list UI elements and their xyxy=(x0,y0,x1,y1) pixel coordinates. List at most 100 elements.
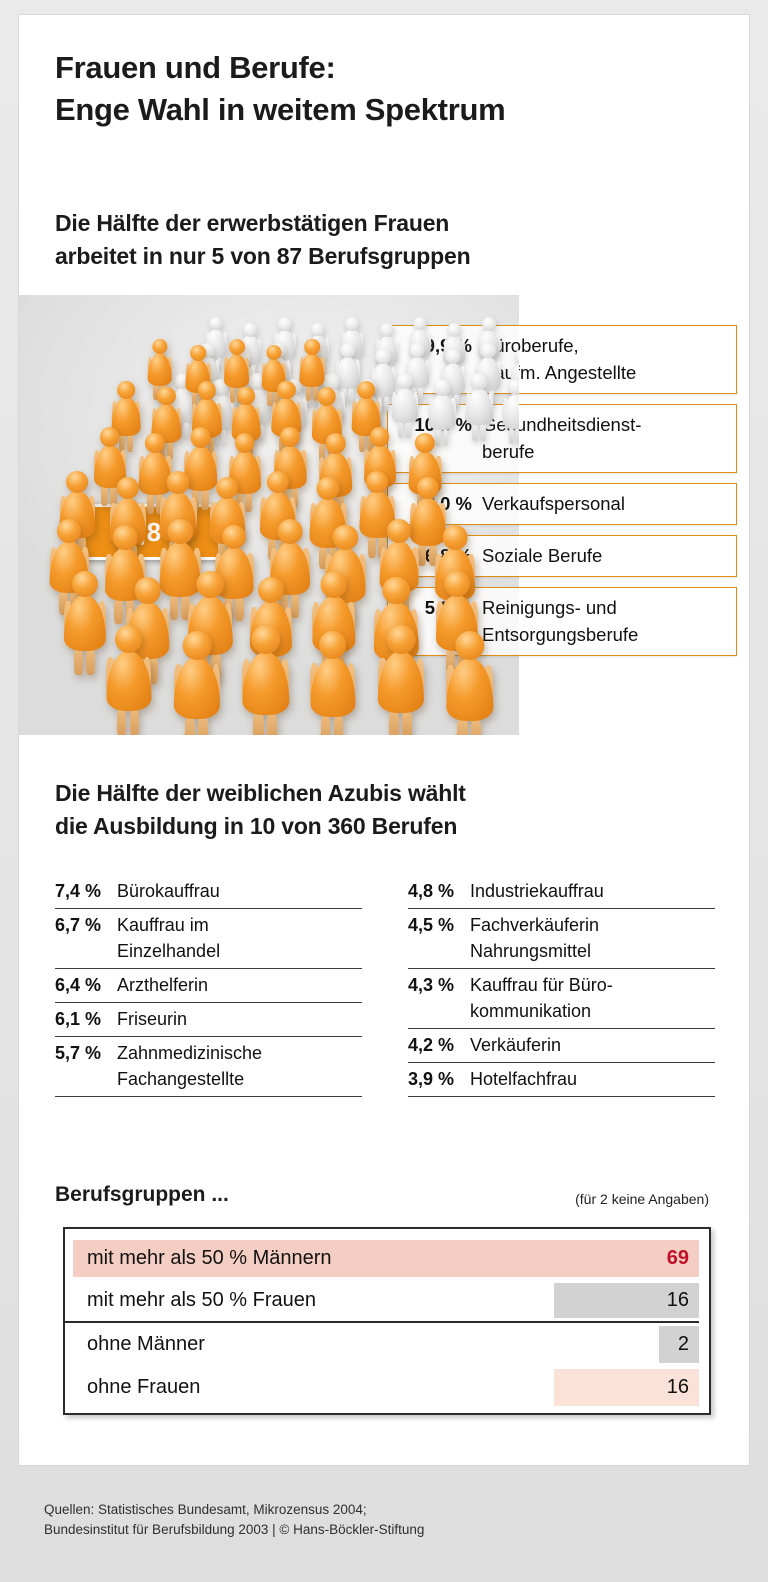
figure-leg xyxy=(207,436,214,456)
people-illustration xyxy=(19,295,519,735)
figure-head xyxy=(386,625,416,654)
figure-head xyxy=(117,381,135,399)
figure-leg xyxy=(213,428,219,446)
apprenticeship-row: 4,8 % Industriekauffrau xyxy=(408,875,715,909)
figure-leg xyxy=(74,649,84,676)
figure-leg xyxy=(366,434,373,452)
apprenticeship-percent: 6,7 % xyxy=(55,915,102,935)
figure-head xyxy=(116,477,140,500)
figure-head xyxy=(266,471,290,494)
figure-head xyxy=(369,427,390,447)
figure-head xyxy=(277,519,303,544)
person-figure-icon xyxy=(173,631,221,735)
figure-leg xyxy=(480,424,486,442)
apprenticeship-percent: 6,1 % xyxy=(55,1009,102,1029)
figure-leg xyxy=(169,594,179,621)
table-row-label: mit mehr als 50 % Männern xyxy=(87,1247,332,1269)
figure-head xyxy=(209,317,223,331)
figure-leg xyxy=(418,387,424,402)
figure-leg xyxy=(368,536,376,559)
figure-head xyxy=(318,631,347,659)
figure-head xyxy=(317,387,337,406)
figure-head xyxy=(345,317,360,331)
apprenticeship-label: Industriekauffrau xyxy=(470,881,604,901)
figure-head xyxy=(481,317,496,331)
apprenticeship-column-right: 4,8 % Industriekauffrau 4,5 % Fachverkäufer… xyxy=(408,875,715,1097)
table-row-label: ohne Männer xyxy=(87,1333,205,1355)
figure-leg xyxy=(418,544,427,567)
figure-leg xyxy=(457,718,468,735)
figure-body xyxy=(147,353,173,386)
section1-heading: Die Hälfte der erwerbstätigen Frauen arb… xyxy=(55,210,471,269)
apprenticeship-row: 4,5 % Fachverkäuferin Nahrungsmittel xyxy=(408,909,715,969)
figure-head xyxy=(112,525,138,550)
figure-head xyxy=(243,323,258,337)
apprenticeship-row: 6,7 % Kauffrau im Einzelhandel xyxy=(55,909,362,969)
figure-leg xyxy=(389,710,399,735)
occupation-table-note: (für 2 keine Angaben) xyxy=(575,1191,709,1207)
figure-leg xyxy=(397,421,404,438)
figure-leg xyxy=(442,428,449,446)
apprenticeship-percent: 4,5 % xyxy=(408,915,455,935)
figure-leg xyxy=(446,649,456,676)
figure-leg xyxy=(402,710,413,735)
figure-body xyxy=(138,451,172,496)
figure-head xyxy=(433,379,451,396)
figure-head xyxy=(251,625,281,655)
figure-leg xyxy=(516,427,519,444)
figure-leg xyxy=(435,428,441,446)
apprenticeship-row: 4,3 % Kauffrau für Büro- kommunikation xyxy=(408,969,715,1029)
occupation-distribution-table: mit mehr als 50 % Männern 69 mit mehr als … xyxy=(63,1227,711,1415)
apprenticeship-label: Zahnmedizinische Fachangestellte xyxy=(117,1043,263,1089)
apprenticeship-lists: 7,4 % Bürokauffrau 6,7 % Kauffrau im Einzel… xyxy=(55,875,715,1097)
section2-heading: Die Hälfte der weiblichen Azubis wählt d… xyxy=(55,780,466,839)
figure-leg xyxy=(229,386,236,403)
figure-leg xyxy=(258,424,264,442)
figure-head xyxy=(396,373,413,390)
apprenticeship-percent: 6,4 % xyxy=(55,975,102,995)
figure-leg xyxy=(428,544,437,567)
apprenticeship-label: Friseurin xyxy=(117,1009,188,1029)
figure-head xyxy=(332,525,359,551)
figure-leg xyxy=(274,390,280,406)
value-bar xyxy=(554,1369,699,1406)
figure-head xyxy=(237,387,255,405)
apprenticeship-column-left: 7,4 % Bürokauffrau 6,7 % Kauffrau im Einzel… xyxy=(55,875,362,1097)
table-row-label: mit mehr als 50 % Frauen xyxy=(87,1289,316,1311)
figure-head xyxy=(99,427,120,447)
figure-head xyxy=(442,525,468,550)
apprenticeship-row: 6,1 % Friseurin xyxy=(55,1003,362,1037)
figure-head xyxy=(320,571,348,598)
figure-body xyxy=(428,394,456,431)
occupation-label: Büroberufe, Kaufm. Angestellte xyxy=(482,335,637,383)
figure-head xyxy=(375,349,391,365)
occupation-label: Gesundheitsdienst- berufe xyxy=(482,414,642,462)
figure-leg xyxy=(155,493,163,515)
apprenticeship-percent: 3,9 % xyxy=(408,1069,455,1089)
table-row: mit mehr als 50 % Männern 69 xyxy=(65,1237,699,1280)
figure-body xyxy=(502,393,519,429)
apprenticeship-row: 4,2 % Verkäuferin xyxy=(408,1029,715,1063)
figure-leg xyxy=(508,427,515,444)
person-figure-icon xyxy=(445,631,495,735)
value-bar xyxy=(659,1326,699,1363)
person-figure-icon xyxy=(151,387,182,460)
person-figure-icon xyxy=(138,433,172,515)
figure-leg xyxy=(305,385,311,402)
figure-head xyxy=(197,381,217,400)
person-figure-icon xyxy=(159,519,202,621)
figure-leg xyxy=(101,486,109,507)
person-figure-icon xyxy=(391,373,418,438)
person-figure-icon xyxy=(105,625,152,735)
figure-leg xyxy=(114,599,123,624)
figure-head xyxy=(379,323,394,337)
apprenticeship-label: Kauffrau im Einzelhandel xyxy=(117,915,221,961)
figure-head xyxy=(316,477,340,500)
figure-leg xyxy=(118,434,125,452)
figure-head xyxy=(277,381,296,400)
figure-leg xyxy=(216,356,222,370)
figure-leg xyxy=(218,542,226,565)
figure-leg xyxy=(185,716,195,735)
figure-body xyxy=(223,353,250,389)
table-row: ohne Frauen 16 xyxy=(65,1366,699,1409)
